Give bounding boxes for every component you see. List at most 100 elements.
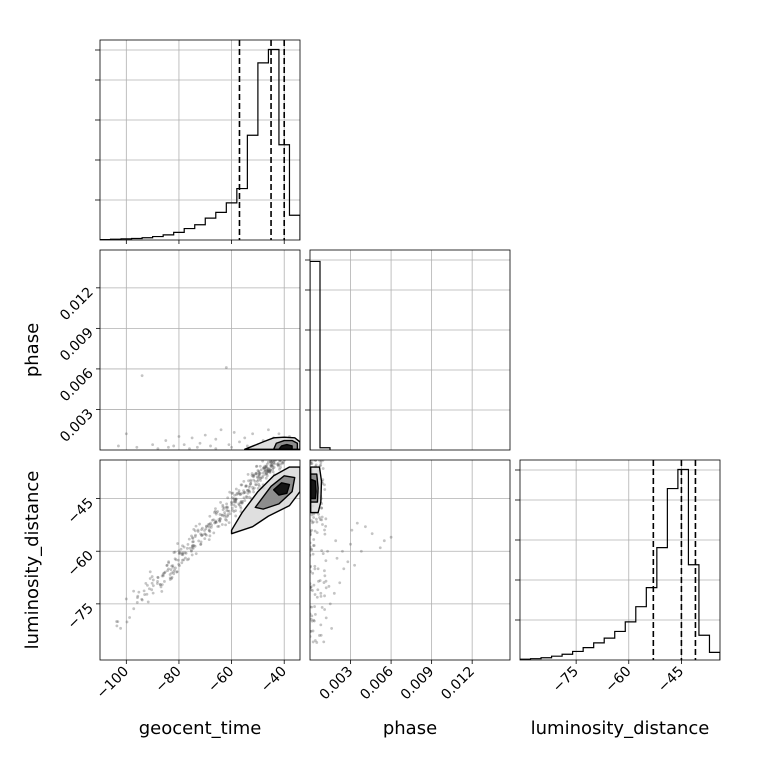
phase-vs-luminosity-distance-point-79: [323, 532, 327, 536]
phase-vs-luminosity-distance-point-102: [318, 518, 322, 521]
geocent-time-vs-luminosity-distance-point-365: [213, 521, 217, 524]
geocent-time-vs-luminosity-distance-point-407: [266, 460, 270, 464]
phase-vs-luminosity-distance-point-68: [310, 528, 314, 532]
geocent-time-vs-luminosity-distance-point-14: [226, 513, 230, 516]
phase-vs-luminosity-distance-point-6: [338, 581, 342, 585]
geocent-time-vs-luminosity-distance-point-10: [269, 468, 273, 472]
phase-vs-luminosity-distance-point-158: [312, 516, 316, 519]
geocent-time-vs-luminosity-distance-point-322: [239, 506, 243, 510]
phase-vs-luminosity-distance-point-112: [310, 617, 313, 621]
geocent-time-vs-luminosity-distance-point-184: [249, 482, 253, 486]
geocent-time-vs-luminosity-distance-point-347: [214, 512, 218, 516]
geocent-time-vs-luminosity-distance-point-356: [268, 470, 272, 474]
geocent-time-vs-luminosity-distance-point-397: [240, 483, 244, 487]
phase-vs-luminosity-distance-point-92: [310, 588, 313, 592]
geocent-time-vs-luminosity-distance-point-293: [167, 567, 170, 571]
geocent-time-vs-luminosity-distance-point-40: [269, 464, 273, 468]
phase-vs-luminosity-distance-point-33: [312, 512, 316, 516]
geocent-time-vs-luminosity-distance-point-204: [190, 553, 194, 557]
geocent-time-vs-luminosity-distance-point-115: [264, 471, 268, 475]
geocent-time-vs-luminosity-distance-point-321: [264, 465, 268, 469]
geocent-time-vs-luminosity-distance-point-297: [270, 460, 274, 463]
geocent-time-vs-luminosity-distance-point-358: [143, 593, 147, 596]
geocent-time-vs-luminosity-distance-point-421: [156, 575, 160, 579]
geocent-time-vs-luminosity-distance-point-49: [260, 476, 264, 480]
geocent-time-vs-luminosity-distance-point-419: [266, 468, 270, 472]
phase-vs-luminosity-distance-point-28: [334, 539, 338, 543]
phase-vs-luminosity-distance-point-100: [311, 520, 315, 524]
geocent-time-vs-luminosity-distance-point-332: [271, 464, 275, 467]
phase-vs-luminosity-distance-point-157: [312, 538, 316, 541]
geocent-time-vs-luminosity-distance-point-295: [255, 464, 259, 468]
geocent-time-vs-luminosity-distance-point-234: [201, 533, 205, 537]
geocent-time-vs-luminosity-distance-point-377: [193, 544, 197, 548]
geocent-time-vs-luminosity-distance-point-228: [262, 467, 266, 470]
geocent-time-vs-luminosity-distance-point-43: [259, 479, 262, 482]
geocent-time-vs-luminosity-distance-point-478: [220, 513, 224, 517]
geocent-time-vs-luminosity-distance-point-492: [278, 467, 281, 471]
geocent-time-vs-luminosity-distance-point-195: [175, 570, 179, 573]
geocent-time-vs-phase-point-24: [195, 445, 199, 449]
phase-vs-luminosity-distance-point-21: [315, 641, 319, 644]
geocent-time-vs-phase-point-32: [214, 447, 218, 450]
geocent-time-vs-luminosity-distance-point-325: [124, 597, 128, 601]
geocent-time-vs-luminosity-distance-point-301: [276, 461, 280, 465]
geocent-time-vs-luminosity-distance-point-97: [177, 562, 181, 566]
y-axis-label-luminosity-distance: luminosity_distance: [22, 471, 43, 650]
geocent-time-vs-luminosity-distance-point-32: [203, 537, 207, 541]
geocent-time-vs-phase-point-2: [124, 432, 128, 436]
geocent-time-vs-luminosity-distance-point-399: [222, 506, 226, 510]
geocent-time-vs-luminosity-distance-point-29: [171, 564, 175, 568]
geocent-time-vs-luminosity-distance-point-47: [271, 470, 275, 474]
phase-vs-luminosity-distance-point-169: [314, 463, 318, 467]
geocent-time-vs-luminosity-distance-point-201: [162, 571, 166, 575]
geocent-time-vs-luminosity-distance-point-393: [163, 571, 166, 575]
geocent-time-vs-luminosity-distance-point-224: [242, 489, 245, 493]
geocent-time-vs-luminosity-distance-point-199: [224, 523, 227, 527]
geocent-time-vs-phase-point-20: [135, 445, 139, 449]
geocent-time-vs-luminosity-distance-point-34: [239, 499, 243, 503]
geocent-time-vs-phase-point-1: [224, 366, 228, 369]
geocent-time-vs-luminosity-distance-point-41: [190, 534, 193, 538]
geocent-time-vs-luminosity-distance-point-225: [268, 469, 272, 472]
panel-geocent-time-vs-phase-marks: [117, 366, 300, 450]
geocent-time-vs-luminosity-distance-point-296: [228, 512, 232, 516]
geocent-time-vs-luminosity-distance-point-251: [191, 544, 195, 547]
phase-vs-luminosity-distance-point-81: [310, 629, 312, 633]
phase-vs-luminosity-distance-point-130: [313, 567, 317, 571]
geocent-time-vs-phase-point-8: [243, 436, 247, 440]
phase-vs-luminosity-distance-point-115: [311, 571, 315, 575]
geocent-time-vs-luminosity-distance-point-110: [142, 589, 146, 593]
geocent-time-vs-luminosity-distance-point-456: [267, 470, 270, 473]
geocent-time-vs-luminosity-distance-point-132: [172, 570, 175, 574]
geocent-time-vs-luminosity-distance-point-465: [210, 523, 213, 527]
phase-vs-luminosity-distance-point-69: [310, 513, 314, 517]
panel-geocent-time-hist-marks: [100, 40, 300, 240]
geocent-time-vs-luminosity-distance-point-464: [207, 529, 211, 532]
geocent-time-vs-luminosity-distance-point-310: [239, 483, 243, 487]
geocent-time-vs-luminosity-distance-point-89: [264, 465, 268, 469]
geocent-time-vs-luminosity-distance-point-449: [193, 529, 197, 533]
geocent-time-vs-luminosity-distance-point-430: [177, 549, 181, 553]
geocent-time-vs-luminosity-distance-point-122: [242, 496, 246, 500]
geocent-time-vs-luminosity-distance-point-125: [212, 518, 215, 522]
geocent-time-vs-luminosity-distance-point-203: [199, 543, 202, 546]
geocent-time-vs-luminosity-distance-point-192: [220, 523, 224, 526]
phase-vs-luminosity-distance-point-133: [321, 552, 325, 555]
geocent-time-vs-luminosity-distance-point-219: [160, 583, 164, 587]
geocent-time-vs-luminosity-distance-point-279: [196, 530, 200, 533]
geocent-time-vs-luminosity-distance-point-446: [168, 576, 172, 580]
geocent-time-vs-phase-point-30: [230, 445, 233, 449]
phase-vs-luminosity-distance-point-67: [319, 463, 323, 467]
phase-vs-luminosity-distance-point-24: [353, 563, 356, 567]
geocent-time-vs-luminosity-distance-point-118: [146, 600, 150, 604]
geocent-time-vs-luminosity-distance-point-513: [272, 461, 276, 465]
geocent-time-vs-luminosity-distance-point-362: [191, 544, 194, 548]
geocent-time-vs-luminosity-distance-point-400: [221, 505, 225, 509]
geocent-time-vs-luminosity-distance-point-351: [194, 552, 198, 556]
geocent-time-vs-luminosity-distance-point-217: [262, 466, 265, 470]
geocent-time-vs-luminosity-distance-point-469: [208, 514, 212, 518]
phase-vs-luminosity-distance-point-13: [320, 605, 324, 609]
geocent-time-vs-luminosity-distance-point-67: [249, 478, 253, 482]
geocent-time-vs-luminosity-distance-point-498: [239, 505, 242, 508]
